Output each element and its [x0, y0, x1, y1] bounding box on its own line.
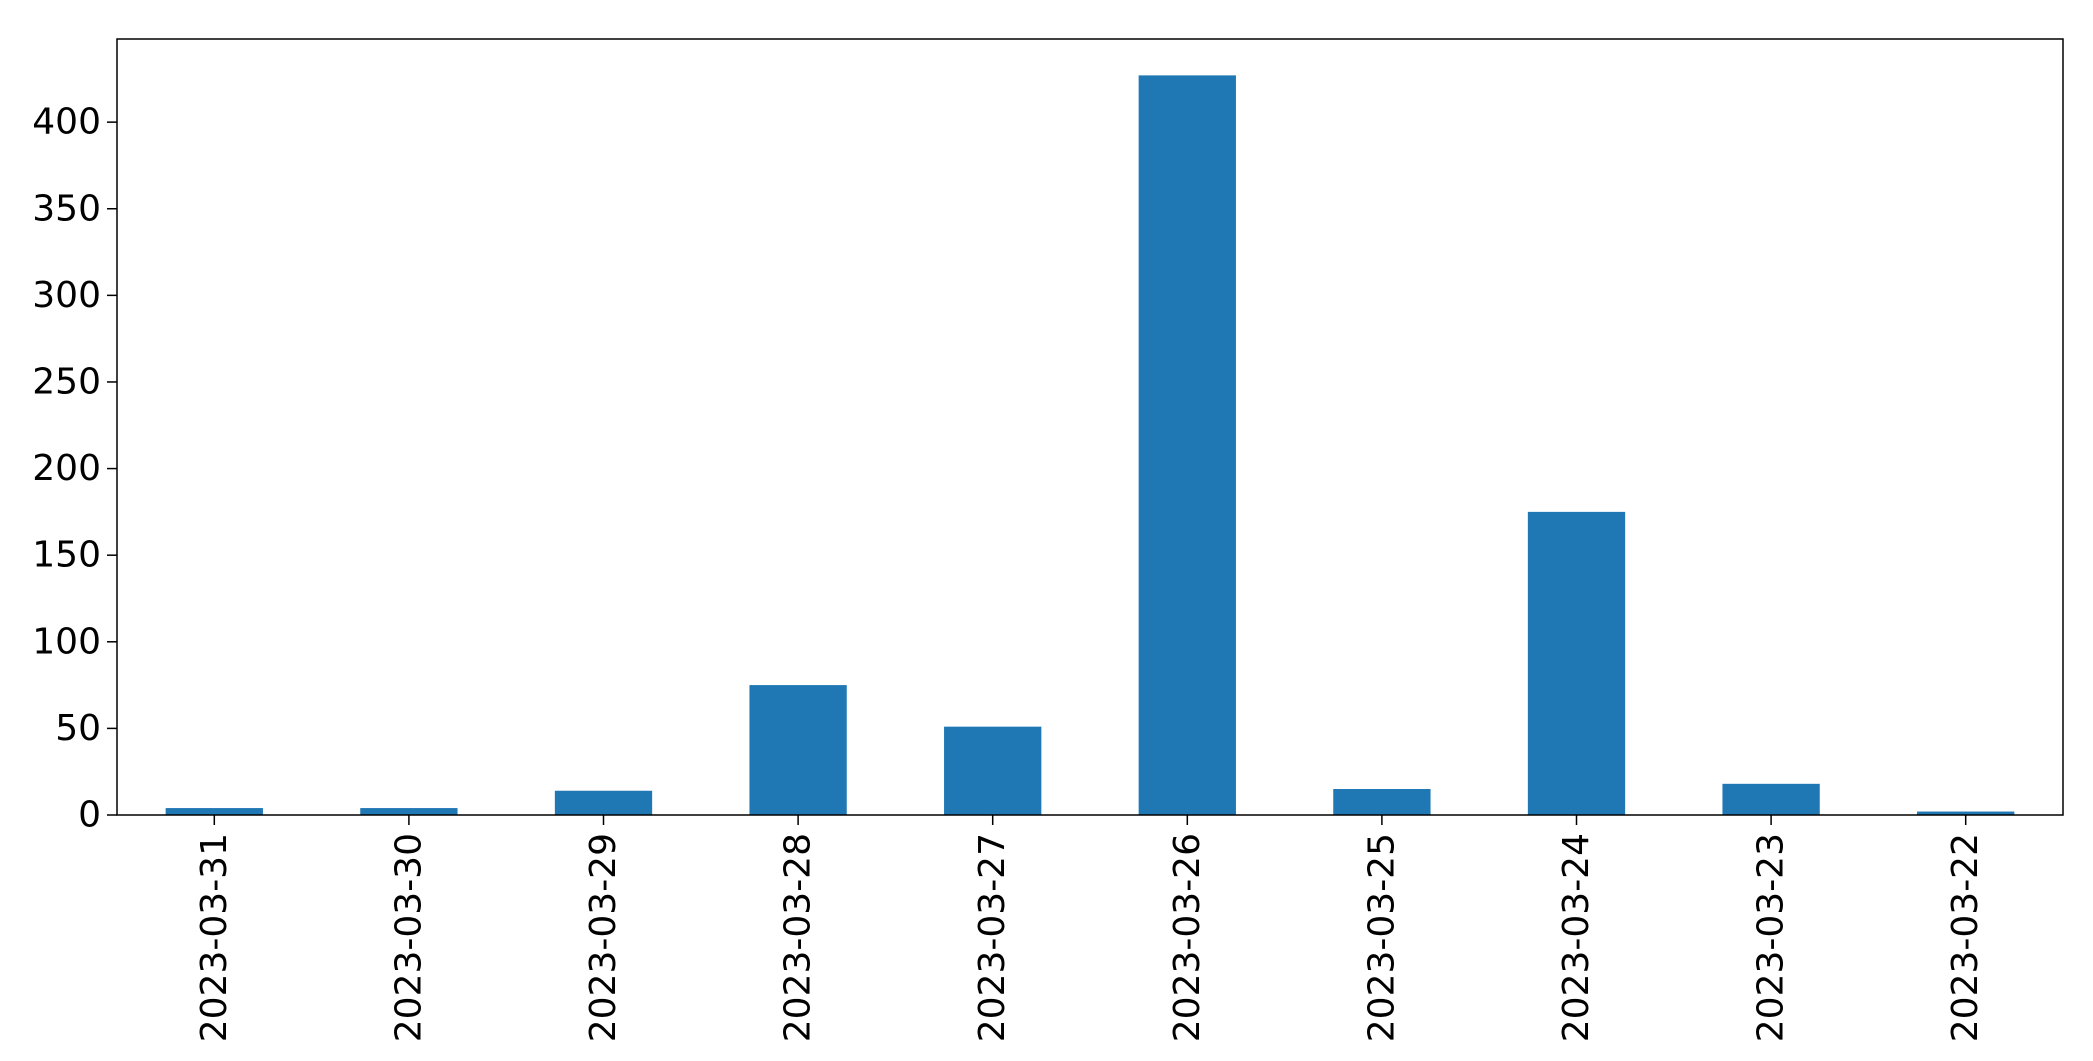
- y-tick-label: 0: [78, 795, 101, 836]
- bar-2023-03-25: [1333, 789, 1431, 815]
- bar-2023-03-23: [1722, 783, 1820, 815]
- y-tick-label: 250: [32, 361, 101, 402]
- x-tick-label: 2023-03-22: [1945, 833, 1986, 1042]
- y-tick-label: 350: [32, 188, 101, 229]
- x-tick-label: 2023-03-26: [1167, 833, 1208, 1042]
- y-tick-label: 400: [32, 102, 101, 143]
- y-tick-label: 150: [32, 535, 101, 576]
- x-tick-label: 2023-03-23: [1751, 833, 1792, 1042]
- bars-group: [165, 75, 2015, 815]
- bar-2023-03-30: [360, 808, 458, 815]
- y-tick-label: 100: [32, 621, 101, 662]
- bar-2023-03-24: [1527, 511, 1626, 815]
- plot-frame: [116, 38, 2064, 816]
- x-tick-label: 2023-03-29: [583, 833, 624, 1042]
- y-tick-label: 300: [32, 275, 101, 316]
- bar-2023-03-22: [1917, 811, 2015, 815]
- y-tick-label: 50: [55, 708, 101, 749]
- y-axis: 0 50 100 150 200 250 300 350 400: [32, 102, 117, 836]
- bar-2023-03-26: [1138, 75, 1236, 815]
- y-tick-label: 200: [32, 448, 101, 489]
- bar-2023-03-31: [165, 808, 263, 815]
- x-tick-label: 2023-03-25: [1361, 833, 1402, 1042]
- x-tick-label: 2023-03-28: [778, 833, 819, 1042]
- bar-2023-03-29: [554, 790, 653, 815]
- x-tick-label: 2023-03-30: [388, 833, 429, 1042]
- x-tick-label: 2023-03-24: [1556, 833, 1597, 1042]
- x-tick-label: 2023-03-27: [972, 833, 1013, 1042]
- x-tick-label: 2023-03-31: [194, 833, 235, 1042]
- bar-2023-03-28: [749, 685, 847, 815]
- x-axis: 2023-03-31 2023-03-30 2023-03-29 2023-03-28…: [194, 815, 1986, 1042]
- bar-2023-03-27: [944, 726, 1042, 815]
